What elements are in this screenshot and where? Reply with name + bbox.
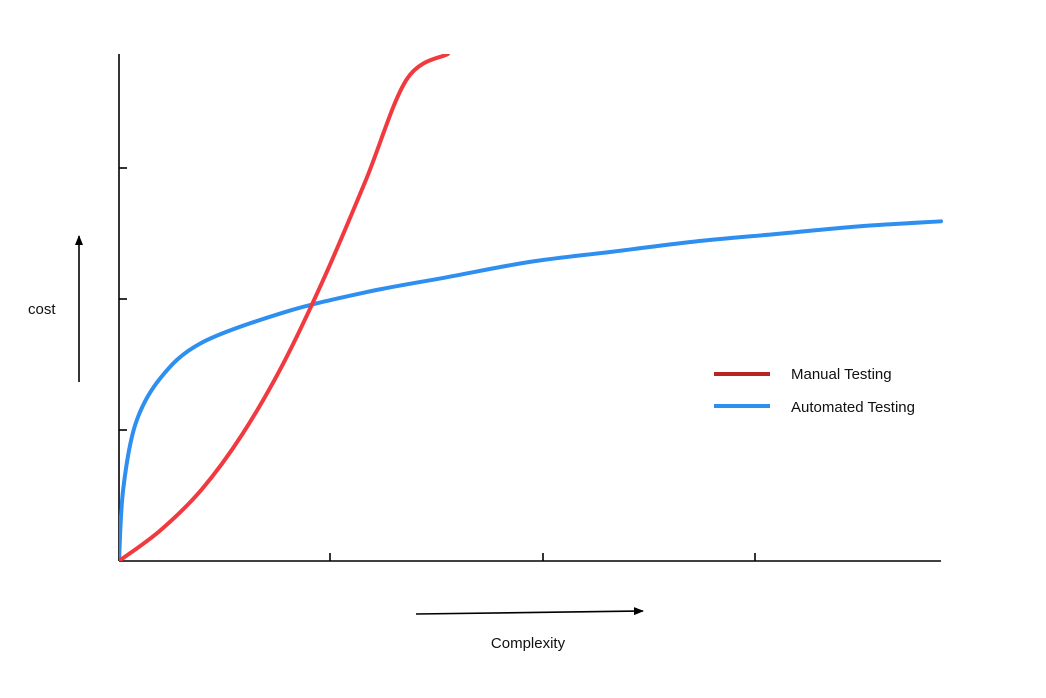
series-line-automated-testing xyxy=(119,219,943,561)
legend-label-manual: Manual Testing xyxy=(791,366,892,383)
legend-label-automated: Automated Testing xyxy=(791,399,915,416)
legend: Manual Testing Automated Testing xyxy=(714,366,915,416)
complexity-arrow xyxy=(415,607,644,616)
x-axis-label: Complexity xyxy=(491,635,566,652)
y-axis-label: cost xyxy=(28,301,56,318)
series-line-manual-testing xyxy=(119,54,450,561)
